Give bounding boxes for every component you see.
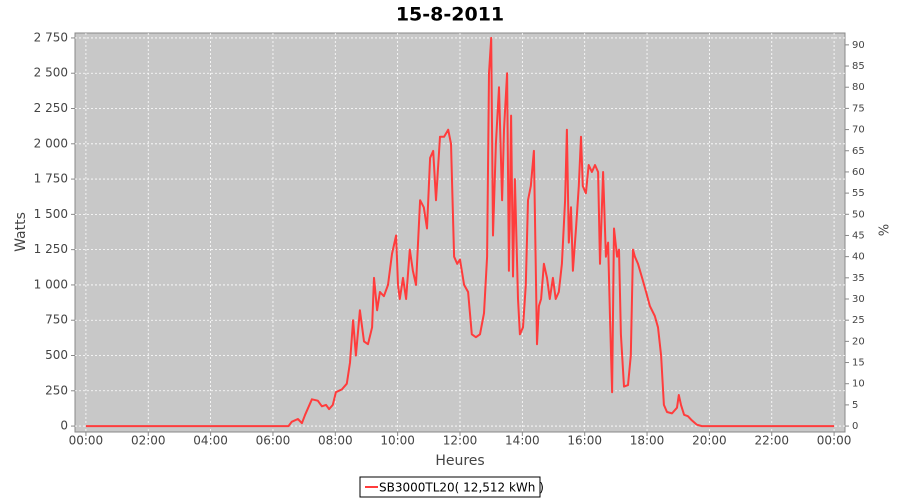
legend-box [359, 476, 541, 498]
y2-tick-label: 90 [852, 40, 865, 51]
y2-tick-label: 80 [852, 82, 865, 93]
y2-tick-label: 45 [852, 230, 865, 241]
y2-tick-label: 60 [852, 167, 865, 178]
y2-tick-label: 85 [852, 61, 865, 72]
x-tick-label: 00:00 [69, 434, 104, 448]
x-tick-label: 06:00 [256, 434, 291, 448]
legend-label: SB3000TL20( 12,512 kWh ) [379, 481, 544, 495]
y-tick-label: 250 [45, 383, 68, 397]
y-tick-label: 1 500 [34, 207, 68, 221]
x-tick-label: 12:00 [443, 434, 478, 448]
y2-tick-label: 70 [852, 125, 865, 136]
y-tick-label: 2 500 [34, 66, 68, 80]
x-tick-label: 14:00 [505, 434, 540, 448]
y2-tick-label: 75 [852, 103, 865, 114]
x-tick-label: 00:00 [817, 434, 852, 448]
x-tick-label: 20:00 [692, 434, 727, 448]
data-line [85, 36, 835, 428]
y2-tick-label: 65 [852, 146, 865, 157]
chart-title: 15-8-2011 [396, 4, 504, 26]
x-tick-label: 16:00 [567, 434, 602, 448]
y-tick-label: 1 250 [34, 242, 68, 256]
x-tick-label: 18:00 [630, 434, 665, 448]
y2-tick-label: 55 [852, 188, 865, 199]
x-tick-label: 08:00 [318, 434, 353, 448]
plot-area [74, 32, 846, 433]
y2-tick-label: 10 [852, 379, 865, 390]
x-tick-label: 22:00 [754, 434, 789, 448]
y2-tick-label: 35 [852, 273, 865, 284]
y2-tick-label: 40 [852, 252, 865, 263]
y2-tick-label: 15 [852, 358, 865, 369]
x-axis-label: Heures [435, 453, 484, 469]
y2-axis-label: % [875, 224, 890, 236]
y-tick-label: 0 [60, 419, 68, 433]
y-tick-label: 2 750 [34, 30, 68, 44]
y2-tick-label: 25 [852, 315, 865, 326]
y2-tick-label: 0 [852, 421, 858, 432]
y-tick-label: 750 [45, 313, 68, 327]
y-axis-label: Watts [13, 212, 29, 252]
y2-tick-label: 20 [852, 336, 865, 347]
y-tick-label: 2 000 [34, 136, 68, 150]
y2-tick-label: 30 [852, 294, 865, 305]
x-tick-label: 10:00 [380, 434, 415, 448]
y-tick-label: 1 750 [34, 172, 68, 186]
legend: SB3000TL20( 12,512 kWh ) [359, 476, 544, 498]
y-tick-label: 1 000 [34, 277, 68, 291]
y2-tick-label: 50 [852, 209, 865, 220]
y-tick-label: 500 [45, 348, 68, 362]
y-tick-label: 2 250 [34, 101, 68, 115]
x-tick-label: 02:00 [131, 434, 166, 448]
y2-tick-label: 5 [852, 400, 858, 411]
x-tick-label: 04:00 [193, 434, 228, 448]
